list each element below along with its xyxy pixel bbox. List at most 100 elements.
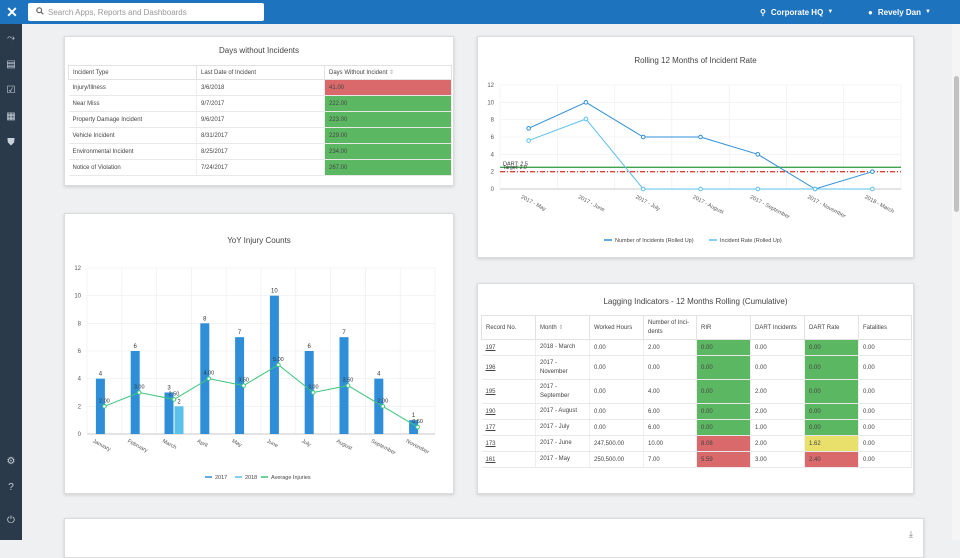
last-date: 3/6/2018 bbox=[196, 79, 325, 96]
checklist-icon[interactable]: ☑ bbox=[6, 84, 16, 96]
dart-incidents: 2.00 bbox=[750, 403, 805, 420]
record-link[interactable]: 197 bbox=[485, 344, 496, 351]
user-name: Revely Dan bbox=[877, 7, 921, 17]
calendar-icon[interactable]: ▦ bbox=[6, 110, 16, 122]
col-header[interactable]: Month ⇕ bbox=[535, 315, 590, 340]
col-header[interactable]: Number of Inci-dents bbox=[643, 315, 697, 340]
month: 2017 - July bbox=[535, 419, 590, 436]
rir-value: 0.00 bbox=[696, 403, 751, 420]
record-link[interactable]: 177 bbox=[485, 424, 496, 431]
worked-hours: 0.00 bbox=[589, 339, 644, 356]
data-point bbox=[640, 186, 646, 192]
workflow-icon[interactable]: ⤳ bbox=[7, 32, 15, 44]
record-link[interactable]: 196 bbox=[485, 364, 496, 371]
yoy-injury-card: YoY Injury Counts 0 2 4 6 8 10 12 4 January 6 Febr… bbox=[64, 213, 454, 494]
data-point bbox=[583, 116, 589, 122]
dart-rate: 0.00 bbox=[804, 355, 859, 380]
shield-icon[interactable]: ⛊ bbox=[7, 136, 15, 148]
bar-2017 bbox=[235, 337, 245, 434]
x-tick-label: 2017 - August bbox=[692, 194, 725, 215]
y-tick-label: 8 bbox=[78, 321, 82, 327]
logout-icon[interactable]: ⏻ bbox=[7, 514, 15, 526]
x-tick-label: March bbox=[161, 438, 177, 450]
legend-label: Average Injuries bbox=[271, 475, 311, 481]
search-input[interactable] bbox=[48, 7, 258, 17]
table-row: 190 2017 - August 0.00 6.00 0.00 2.00 0.00 0.00 bbox=[481, 403, 912, 420]
table-row: 196 2017 - November 0.00 0.00 0.00 0.00 0.00 0.… bbox=[481, 355, 912, 380]
col-header[interactable]: DART Rate bbox=[804, 315, 859, 340]
sort-icon[interactable]: ⇕ bbox=[389, 70, 395, 76]
bar-label: 8 bbox=[203, 316, 207, 322]
app-logo-icon[interactable]: ✕ bbox=[6, 3, 18, 20]
rir-value: 0.00 bbox=[696, 419, 751, 436]
dart-rate: 1.62 bbox=[804, 435, 859, 452]
series-line bbox=[528, 118, 873, 190]
fatalities: 0.00 bbox=[858, 419, 912, 436]
col-header[interactable]: Last Date of Incident bbox=[196, 65, 325, 80]
record-link[interactable]: 161 bbox=[485, 456, 496, 463]
gear-icon[interactable]: ⚙ bbox=[6, 455, 16, 467]
bar-label: 3 bbox=[167, 386, 171, 392]
col-header[interactable]: Incident Type bbox=[68, 65, 197, 80]
table-row: 195 2017 - September 0.00 4.00 0.00 2.00 0.00 0… bbox=[481, 379, 912, 404]
record-link[interactable]: 195 bbox=[485, 388, 496, 395]
dart-rate: 0.00 bbox=[804, 339, 859, 356]
col-header[interactable]: RIR bbox=[696, 315, 751, 340]
dart-incidents: 0.00 bbox=[750, 355, 805, 380]
col-header[interactable]: Worked Hours bbox=[589, 315, 644, 340]
average-point bbox=[241, 383, 246, 388]
location-label: Corporate HQ bbox=[770, 7, 824, 17]
days-value: 267.00 bbox=[324, 159, 452, 176]
card-title: Days without Incidents bbox=[218, 46, 300, 55]
record-link[interactable]: 173 bbox=[485, 440, 496, 447]
table-row: 177 2017 - July 0.00 6.00 0.00 1.00 0.00 0.00 bbox=[481, 419, 912, 436]
bar-label: 1 bbox=[412, 413, 416, 419]
days-without-table: Incident Type Last Date of Incident Days… bbox=[68, 65, 452, 176]
page-scrollbar[interactable] bbox=[952, 24, 960, 540]
last-date: 9/6/2017 bbox=[196, 111, 325, 128]
y-tick-label: 8 bbox=[491, 118, 495, 124]
location-selector[interactable]: ⚲ Corporate HQ ▼ bbox=[760, 0, 833, 24]
fatalities: 0.00 bbox=[858, 435, 912, 452]
search-box[interactable] bbox=[28, 3, 264, 21]
table-row: 197 2018 - March 0.00 2.00 0.00 0.00 0.00 0.00 bbox=[481, 339, 912, 356]
x-tick-label: August bbox=[335, 438, 353, 452]
average-point bbox=[136, 390, 142, 395]
dart-label: DART: 2.5 bbox=[503, 161, 528, 167]
bar-label: 10 bbox=[271, 289, 278, 295]
worked-hours: 0.00 bbox=[589, 379, 644, 404]
user-menu[interactable]: ● Revely Dan ▼ bbox=[868, 0, 931, 24]
data-point bbox=[755, 152, 761, 157]
days-value: 229.00 bbox=[324, 127, 452, 144]
legend-label: Number of Incidents (Rolled Up) bbox=[615, 238, 694, 244]
col-header[interactable]: Days Without Incident ⇕ bbox=[324, 65, 452, 80]
average-point bbox=[345, 383, 351, 388]
average-label: 0.50 bbox=[412, 419, 423, 425]
help-icon[interactable]: ? bbox=[8, 481, 14, 493]
table-row: 161 2017 - May 250,500.00 7.00 5.59 3.00 2.40 0… bbox=[481, 451, 912, 468]
x-tick-label: May bbox=[231, 438, 243, 448]
average-label: 2.00 bbox=[99, 398, 110, 404]
top-bar: ✕ ⚲ Corporate HQ ▼ ● Revely Dan ▼ bbox=[0, 0, 960, 24]
worked-hours: 0.00 bbox=[589, 355, 644, 380]
download-icon[interactable]: ⤓ bbox=[909, 529, 913, 539]
worked-hours: 247,500.00 bbox=[589, 435, 644, 452]
dart-incidents: 1.00 bbox=[750, 419, 805, 436]
rir-value: 0.00 bbox=[696, 339, 751, 356]
col-header[interactable]: Record No. bbox=[481, 315, 536, 340]
data-point bbox=[640, 134, 646, 140]
days-value: 223.00 bbox=[324, 111, 452, 128]
record-link[interactable]: 190 bbox=[485, 408, 496, 415]
sort-icon[interactable]: ⇕ bbox=[558, 325, 564, 331]
card-title: Rolling 12 Months of Incident Rate bbox=[634, 56, 757, 65]
data-point bbox=[870, 169, 875, 174]
days-without-incidents-card: Days without Incidents Incident Type Las… bbox=[64, 36, 454, 186]
x-tick-label: February bbox=[126, 438, 148, 454]
data-point bbox=[526, 138, 531, 143]
col-header[interactable]: Fatalities bbox=[858, 315, 912, 340]
col-header[interactable]: DART Incidents bbox=[750, 315, 805, 340]
scrollbar-thumb[interactable] bbox=[954, 76, 959, 212]
dart-rate: 0.00 bbox=[804, 403, 859, 420]
reports-icon[interactable]: ▤ bbox=[6, 58, 16, 70]
last-date: 8/25/2017 bbox=[196, 143, 325, 160]
